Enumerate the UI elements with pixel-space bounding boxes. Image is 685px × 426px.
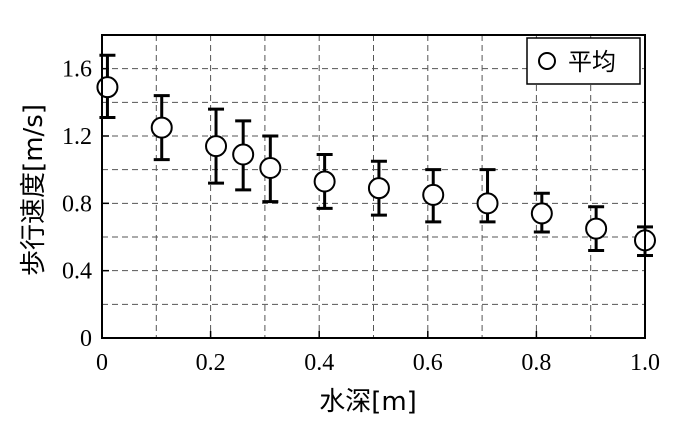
legend-box [526, 37, 641, 85]
data-point [205, 135, 228, 158]
y-tick-label: 0 [80, 326, 92, 352]
x-tick-label: 0.6 [413, 350, 443, 376]
data-point [313, 170, 336, 193]
grid [102, 35, 645, 338]
y-tick-label: 1.2 [62, 124, 92, 150]
data-point [530, 202, 553, 225]
y-axis-label: 歩行速度[m/s] [19, 104, 49, 276]
data-points [96, 76, 656, 252]
x-tick-label: 0 [96, 350, 108, 376]
data-point [150, 116, 173, 139]
data-point [259, 156, 282, 179]
legend-marker-icon [538, 52, 556, 70]
x-tick-label: 0.8 [521, 350, 551, 376]
plot-frame [101, 34, 646, 339]
x-axis-ticks: 0 0.2 0.4 0.6 0.8 1.0 [96, 331, 660, 376]
data-point [476, 192, 499, 215]
legend-label: 平均 [568, 48, 616, 76]
data-point [422, 183, 445, 206]
x-tick-label: 0.4 [304, 350, 334, 376]
x-tick-label: 1.0 [630, 350, 660, 376]
x-axis-label: 水深[m] [319, 387, 417, 417]
y-tick-label: 1.6 [62, 57, 92, 83]
data-point [96, 76, 119, 99]
data-point [585, 217, 608, 240]
x-tick-label: 0.2 [196, 350, 226, 376]
y-tick-label: 0.8 [62, 191, 92, 217]
y-axis-ticks: 0 0.4 0.8 1.2 1.6 [62, 57, 109, 352]
data-point [367, 177, 390, 200]
data-point [232, 143, 255, 166]
y-tick-label: 0.4 [62, 259, 92, 285]
legend: 平均 [526, 37, 641, 85]
